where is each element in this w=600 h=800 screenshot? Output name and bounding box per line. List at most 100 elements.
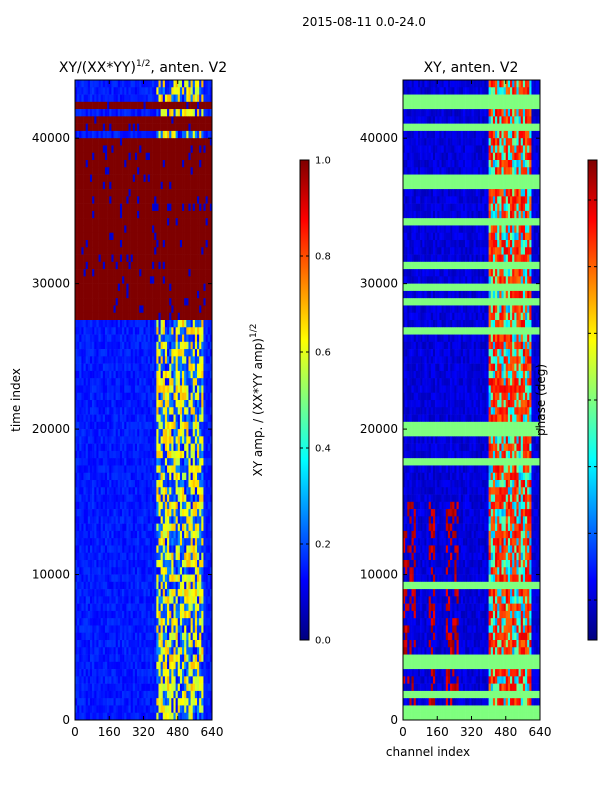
heatmap-cell <box>173 269 176 277</box>
heatmap-cell <box>130 101 134 110</box>
heatmap-cell <box>113 320 116 328</box>
heatmap-cell <box>124 523 127 532</box>
heatmap-cell <box>107 530 110 539</box>
heatmap-cell <box>156 203 159 212</box>
heatmap-cell <box>83 400 86 408</box>
heatmap-cell <box>201 152 204 161</box>
heatmap-cell <box>197 240 200 248</box>
heatmap-cell <box>100 596 104 604</box>
heatmap-cell <box>83 80 86 88</box>
heatmap-cell <box>87 334 91 343</box>
heatmap-cell <box>98 240 101 248</box>
heatmap-cell <box>83 603 86 612</box>
heatmap-cell <box>141 167 144 175</box>
heatmap-cell <box>177 160 181 168</box>
heatmap-cell <box>94 618 97 626</box>
heatmap-cell <box>79 480 82 488</box>
heatmap-cell <box>194 472 198 481</box>
heatmap-cell <box>177 494 181 503</box>
heatmap-cell <box>156 290 159 299</box>
heatmap-cell <box>186 581 189 590</box>
heatmap-cell <box>175 327 179 335</box>
heatmap-cell <box>158 458 161 466</box>
heatmap-cell <box>154 109 157 117</box>
heatmap-cell <box>160 247 164 255</box>
heatmap-cell <box>139 327 142 335</box>
heatmap-cell <box>137 378 140 386</box>
heatmap-cell <box>126 596 129 604</box>
heatmap-cell <box>171 181 174 190</box>
heatmap-cell <box>79 210 82 219</box>
heatmap-cell <box>152 392 155 401</box>
heatmap-cell <box>188 581 191 590</box>
heatmap-cell <box>128 530 131 539</box>
heatmap-cell <box>145 501 149 510</box>
heatmap-cell <box>186 472 189 481</box>
heatmap-cell <box>81 596 84 604</box>
heatmap-cell <box>160 349 164 357</box>
heatmap-cell <box>119 203 123 212</box>
heatmap-cell <box>92 269 95 277</box>
heatmap-cell <box>124 261 127 270</box>
heatmap-cell <box>164 101 168 110</box>
heatmap-cell <box>186 341 189 350</box>
heatmap-cell <box>154 138 157 146</box>
left-heatmap-panel: XY/(XX*YY)1/2, anten. V2 0 160 320 480 64001… <box>9 59 227 739</box>
heatmap-cell <box>132 363 136 372</box>
heatmap-cell <box>104 210 108 219</box>
heatmap-cell <box>182 116 185 124</box>
heatmap-cell <box>171 138 174 146</box>
heatmap-cell <box>85 618 89 626</box>
heatmap-cell <box>188 414 191 423</box>
heatmap-cell <box>85 429 89 437</box>
heatmap-cell <box>132 327 136 335</box>
heatmap-cell <box>145 116 149 124</box>
heatmap-cell <box>109 312 112 321</box>
heatmap-cell <box>177 545 181 554</box>
heatmap-cell <box>124 349 127 357</box>
heatmap-cell <box>111 349 114 357</box>
heatmap-cell <box>192 276 196 284</box>
heatmap-cell <box>143 320 146 328</box>
heatmap-cell <box>182 138 185 146</box>
heatmap-cell <box>81 305 84 314</box>
heatmap-cell <box>199 80 202 88</box>
heatmap-cell <box>134 545 138 554</box>
heatmap-cell <box>177 80 181 88</box>
heatmap-cell <box>137 167 140 175</box>
heatmap-cell <box>87 80 91 88</box>
heatmap-cell <box>113 174 116 183</box>
heatmap-cell <box>209 560 212 568</box>
heatmap-cell <box>83 174 86 183</box>
heatmap-cell <box>192 145 196 154</box>
heatmap-cell <box>141 240 144 248</box>
heatmap-cell <box>177 574 181 583</box>
heatmap-cell <box>107 334 110 343</box>
heatmap-cell <box>83 334 86 343</box>
heatmap-cell <box>139 225 142 234</box>
heatmap-cell <box>137 385 140 394</box>
heatmap-cell <box>173 254 176 263</box>
heatmap-cell <box>203 312 206 321</box>
heatmap-cell <box>160 218 164 226</box>
heatmap-cell <box>209 480 212 488</box>
heatmap-cell <box>124 436 127 444</box>
heatmap-cell <box>182 356 185 364</box>
heatmap-cell <box>199 545 202 554</box>
heatmap-cell <box>124 378 127 386</box>
heatmap-cell <box>177 625 181 634</box>
heatmap-cell <box>186 312 189 321</box>
heatmap-cell <box>124 145 127 154</box>
heatmap-cell <box>158 87 161 95</box>
heatmap-cell <box>77 80 80 88</box>
heatmap-cell <box>194 363 198 372</box>
heatmap-cell <box>171 436 174 444</box>
heatmap-cell <box>128 123 131 132</box>
heatmap-cell <box>201 429 204 437</box>
heatmap-cell <box>115 400 119 408</box>
heatmap-cell <box>115 109 119 117</box>
heatmap-cell <box>141 385 144 394</box>
heatmap-cell <box>169 138 172 146</box>
heatmap-cell <box>145 589 149 597</box>
heatmap-cell <box>199 465 202 474</box>
